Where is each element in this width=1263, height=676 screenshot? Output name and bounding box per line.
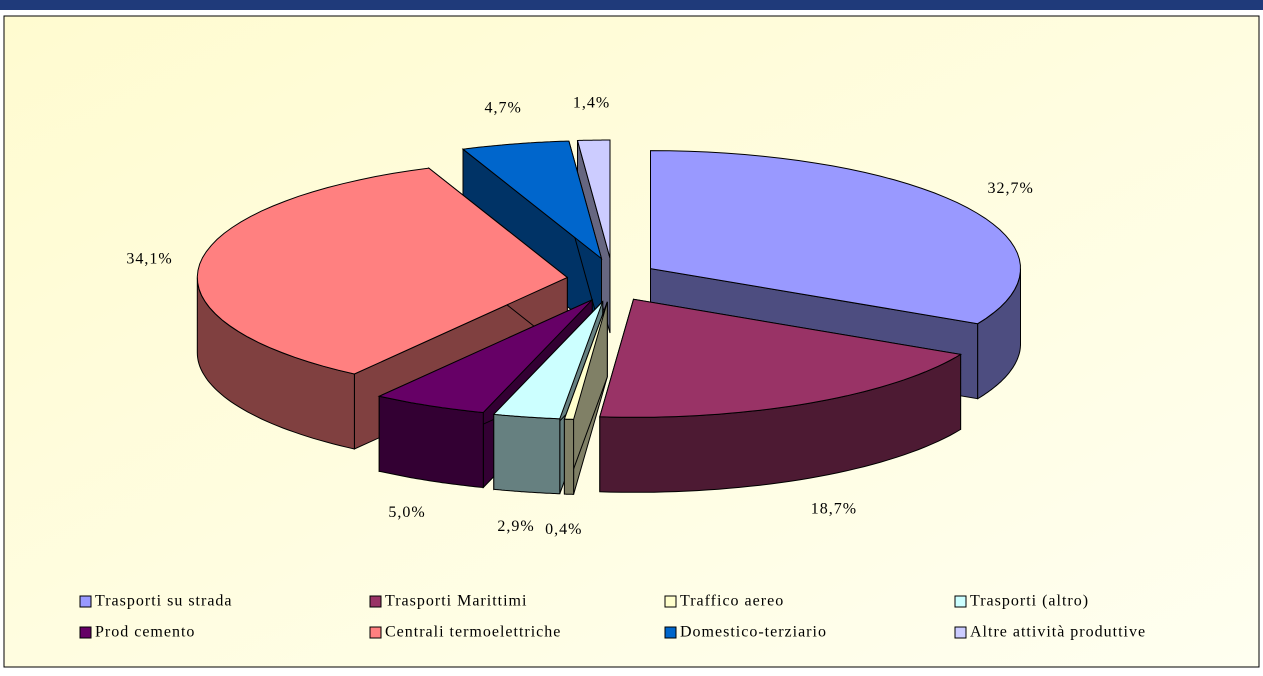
legend-swatch (664, 595, 677, 608)
data-label: 4,7% (485, 99, 522, 116)
legend-swatch (369, 626, 382, 639)
slice (461, 140, 603, 260)
legend-swatch (664, 626, 677, 639)
legend-label: Trasporti su strada (95, 593, 233, 610)
legend-label: Traffico aereo (680, 593, 784, 610)
legend-label: Domestico-terziario (680, 624, 827, 641)
legend-swatch (954, 595, 967, 608)
slice (196, 167, 569, 375)
slice-wall (493, 413, 561, 495)
legend-swatch (79, 626, 92, 639)
data-label: 18,7% (811, 500, 857, 517)
data-label: 5,0% (388, 504, 425, 521)
legend-swatch (369, 595, 382, 608)
legend-label: Prod cemento (95, 624, 195, 641)
legend-label: Centrali termoelettriche (385, 624, 561, 641)
slice-wall (563, 418, 575, 495)
data-label: 34,1% (126, 251, 172, 268)
legend-label: Altre attività produttive (970, 624, 1146, 641)
slice (377, 299, 593, 414)
legend-swatch (79, 595, 92, 608)
legend-label: Trasporti Marittimi (385, 593, 527, 610)
slice (492, 301, 604, 420)
title-bar (0, 0, 1263, 10)
legend-swatch (954, 626, 967, 639)
slice (563, 301, 608, 420)
data-label: 0,4% (545, 521, 582, 538)
legend-label: Trasporti (altro) (970, 593, 1089, 610)
slice (576, 139, 611, 259)
slice (650, 150, 1021, 325)
data-label: 2,9% (497, 518, 534, 535)
slice (599, 298, 963, 418)
data-label: 1,4% (573, 95, 610, 112)
data-label: 32,7% (988, 180, 1034, 197)
